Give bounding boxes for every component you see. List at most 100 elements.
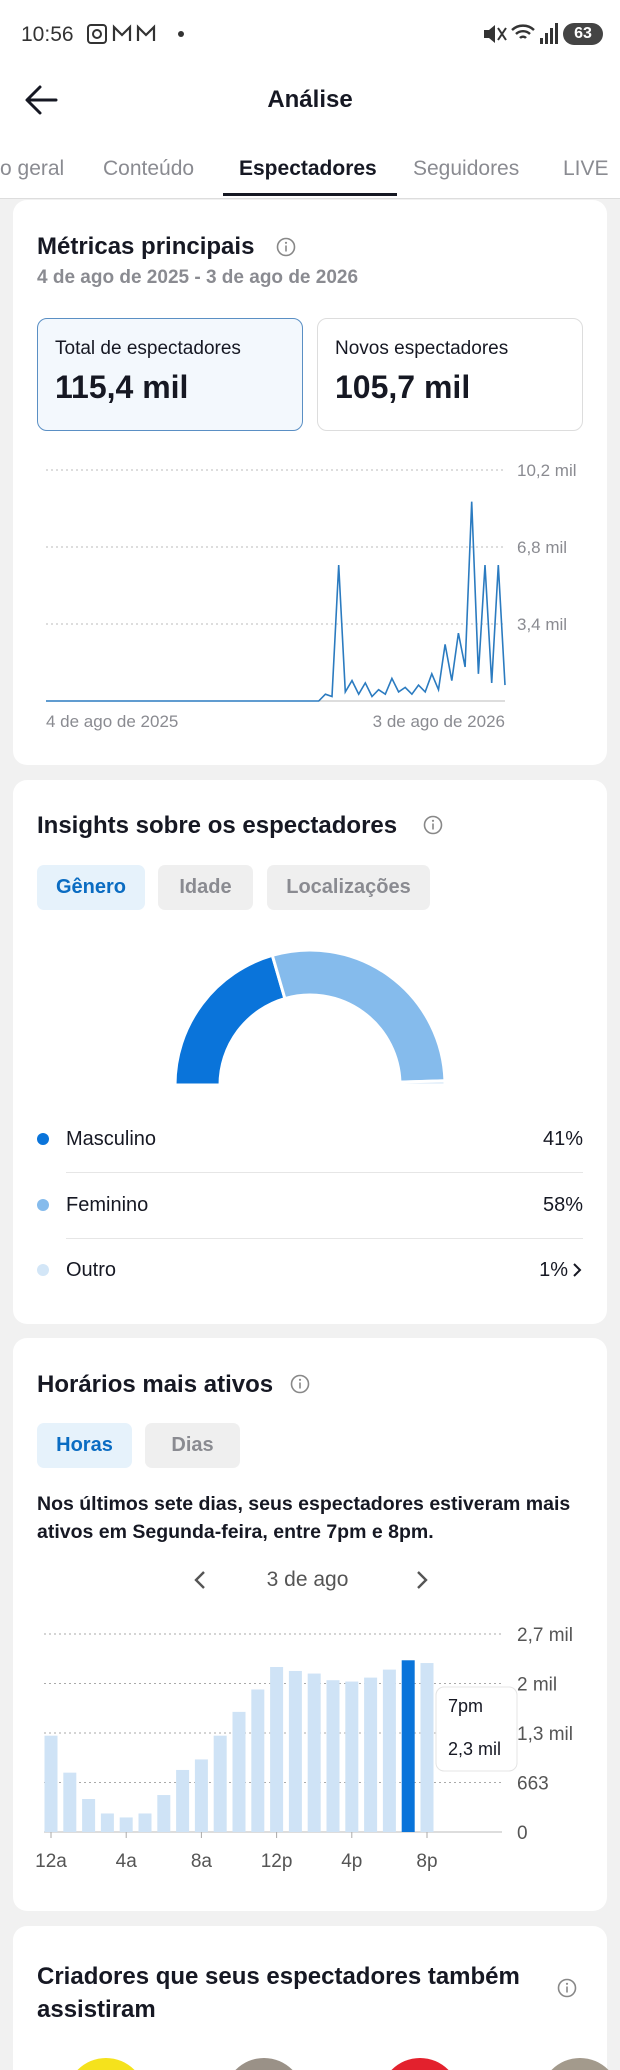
legend-label: Outro <box>66 1259 117 1281</box>
section-title: Horários mais ativos <box>37 1371 274 1398</box>
y-tick-label: 2,7 mil <box>517 1625 573 1646</box>
bar[interactable] <box>213 1735 227 1832</box>
legend-value: 58% <box>542 1194 583 1216</box>
info-icon[interactable] <box>556 1977 578 1999</box>
legend-value: 1% <box>539 1259 568 1281</box>
filter-tab[interactable]: Idade <box>158 865 253 910</box>
section-title: Insights sobre os espectadores <box>37 812 398 839</box>
y-tick-label: 2 mil <box>517 1675 557 1696</box>
filter-tab[interactable]: Localizações <box>267 865 430 910</box>
x-tick-label: 4p <box>341 1851 362 1872</box>
chevron[interactable] <box>570 1261 584 1279</box>
tab[interactable]: Espectadores <box>239 157 377 180</box>
y-tick-label: 3,4 mil <box>517 615 567 634</box>
tooltip-value: 2,3 mil <box>448 1739 501 1759</box>
metric-value: 115,4 mil <box>55 369 189 405</box>
info-icon[interactable] <box>422 814 444 836</box>
legend-label: Feminino <box>66 1194 149 1216</box>
legend-dot <box>37 1133 49 1145</box>
x-tick-label: 4 de ago de 2025 <box>46 712 178 731</box>
bar[interactable] <box>119 1817 133 1832</box>
metric-card[interactable] <box>37 318 303 431</box>
back-button[interactable] <box>24 84 60 116</box>
metric-label: Total de espectadores <box>55 338 241 359</box>
bar[interactable] <box>63 1772 77 1832</box>
bar[interactable] <box>364 1677 378 1832</box>
summary-text: Nos últimos sete dias, seus espectadores… <box>37 1493 571 1543</box>
donut-chart <box>173 948 447 1087</box>
line-chart: 3,4 mil 6,8 mil 10,2 mil 4 de ago de 2025 3 … <box>46 461 577 731</box>
legend-dot <box>37 1264 49 1276</box>
tooltip-box <box>435 1686 518 1772</box>
legend-value: 41% <box>542 1128 583 1150</box>
section-title: Métricas principais <box>37 233 255 260</box>
date-range: 4 de ago de 2025 - 3 de ago de 2026 <box>37 267 359 288</box>
donut-segment <box>270 948 447 1084</box>
next-button[interactable] <box>412 1569 432 1591</box>
bar[interactable] <box>251 1689 265 1832</box>
section-title: Criadores que seus espectadores também a… <box>37 1963 520 2023</box>
bar[interactable] <box>270 1667 284 1832</box>
legend-dot <box>37 1199 49 1211</box>
bar[interactable] <box>345 1681 359 1832</box>
tab[interactable]: Seguidores <box>413 157 520 180</box>
status-time: 10:56 <box>21 23 74 46</box>
page-title: Análise <box>267 86 353 113</box>
bar[interactable] <box>100 1813 114 1832</box>
tab[interactable]: LIVE <box>563 157 609 180</box>
bar[interactable] <box>176 1769 190 1832</box>
bar[interactable] <box>44 1735 58 1832</box>
donut-segment <box>173 953 287 1087</box>
bar[interactable] <box>82 1799 96 1832</box>
bar[interactable] <box>382 1669 396 1832</box>
tooltip-label: 7pm <box>448 1696 483 1716</box>
bar[interactable] <box>307 1673 321 1832</box>
bar[interactable] <box>157 1795 171 1832</box>
metric-label: Novos espectadores <box>335 338 509 359</box>
y-tick-label: 6,8 mil <box>517 538 567 557</box>
separator <box>66 1172 583 1173</box>
x-tick-label: 12p <box>261 1851 293 1872</box>
filter-tab[interactable]: Gênero <box>37 865 145 910</box>
battery: 63 <box>563 23 603 45</box>
metrics-card <box>13 200 607 765</box>
x-tick-label: 12a <box>35 1851 67 1872</box>
y-tick-label: 663 <box>517 1774 549 1795</box>
metric-value: 105,7 mil <box>335 369 471 405</box>
bar[interactable] <box>232 1711 246 1832</box>
bar[interactable] <box>326 1680 340 1832</box>
bar[interactable] <box>401 1660 415 1832</box>
tab[interactable]: o geral <box>0 157 65 180</box>
line <box>46 501 506 702</box>
bar-chart: 0 663 1,3 mil 2 mil 2,7 mil 12a 4a 8a 12p 4p 8p 7pm… <box>35 1625 573 1872</box>
status-icons <box>484 23 558 44</box>
tab[interactable]: Conteúdo <box>103 157 195 180</box>
x-tick-label: 8a <box>191 1851 213 1872</box>
creators-card <box>13 1926 607 2070</box>
legend-label: Masculino <box>66 1128 157 1150</box>
bar[interactable] <box>420 1663 434 1832</box>
donut-segment <box>398 1079 447 1087</box>
separator <box>66 1238 583 1239</box>
filter-tab[interactable]: Dias <box>145 1423 240 1468</box>
notification-icons <box>87 24 184 44</box>
info-icon[interactable] <box>275 236 297 258</box>
y-tick-label: 1,3 mil <box>517 1724 573 1745</box>
bar[interactable] <box>138 1813 152 1832</box>
x-tick-label: 4a <box>116 1851 138 1872</box>
date-nav: 3 de ago <box>266 1568 349 1591</box>
tab-underline <box>223 193 397 196</box>
filter-tab[interactable]: Horas <box>37 1423 132 1468</box>
metric-card[interactable] <box>317 318 583 431</box>
info-icon[interactable] <box>289 1373 311 1395</box>
y-tick-label: 0 <box>517 1823 528 1844</box>
x-tick-label: 3 de ago de 2026 <box>373 712 505 731</box>
bar[interactable] <box>288 1670 302 1832</box>
creator-avatars <box>77 2058 609 2070</box>
y-tick-label: 10,2 mil <box>517 461 577 480</box>
x-tick-label: 8p <box>416 1851 437 1872</box>
divider <box>0 198 620 199</box>
prev-button[interactable] <box>190 1569 210 1591</box>
bar[interactable] <box>194 1759 208 1832</box>
